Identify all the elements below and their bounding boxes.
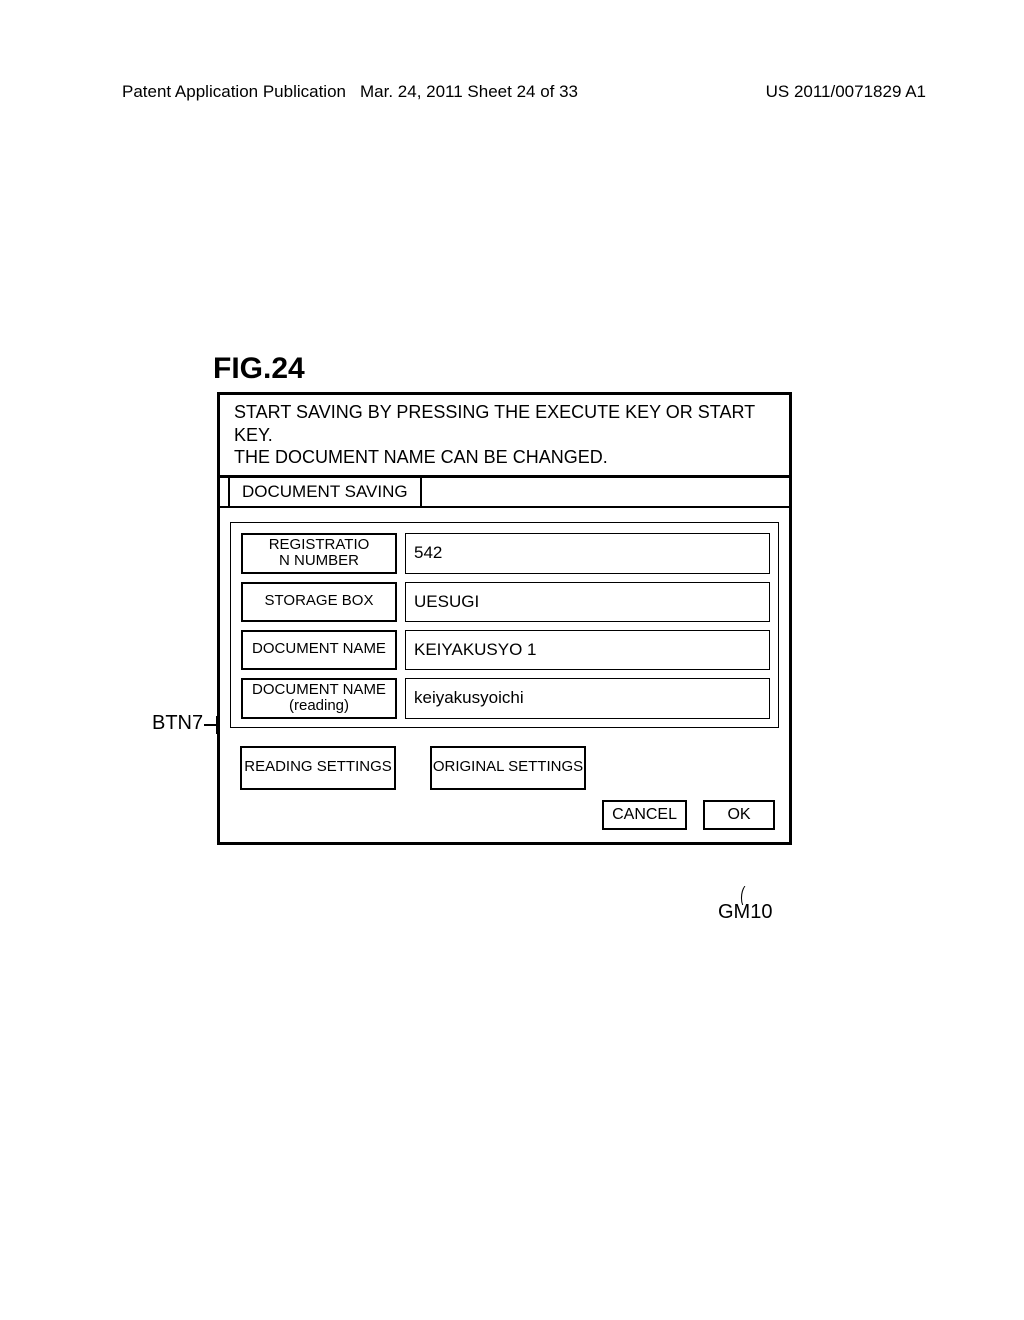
original-settings-button[interactable]: ORIGINAL SETTINGS	[430, 746, 586, 790]
figure-label: FIG.24	[213, 352, 305, 386]
document-name-button[interactable]: DOCUMENT NAME	[241, 630, 397, 670]
storage-box-value[interactable]: UESUGI	[405, 582, 770, 622]
row-document-name-reading: DOCUMENT NAME (reading) keiyakusyoichi	[241, 678, 770, 719]
row-document-name: DOCUMENT NAME KEIYAKUSYO 1	[241, 630, 770, 670]
instruction-line-2: THE DOCUMENT NAME CAN BE CHANGED.	[234, 446, 779, 469]
row-storage-box: STORAGE BOX UESUGI	[241, 582, 770, 622]
header-left: Patent Application Publication	[122, 82, 346, 102]
row-registration: REGISTRATIO N NUMBER 542	[241, 533, 770, 574]
ok-button[interactable]: OK	[703, 800, 775, 830]
document-name-reading-value[interactable]: keiyakusyoichi	[405, 678, 770, 719]
field-group: REGISTRATIO N NUMBER 542 STORAGE BOX UES…	[230, 522, 779, 728]
cancel-button[interactable]: CANCEL	[602, 800, 687, 830]
instruction-line-1: START SAVING BY PRESSING THE EXECUTE KEY…	[234, 401, 779, 446]
reading-settings-button[interactable]: READING SETTINGS	[240, 746, 396, 790]
page-header: Patent Application Publication Mar. 24, …	[0, 82, 1024, 102]
tab-bar: DOCUMENT SAVING	[220, 475, 789, 508]
dialog-body: REGISTRATIO N NUMBER 542 STORAGE BOX UES…	[220, 508, 789, 842]
action-row: CANCEL OK	[230, 800, 779, 834]
settings-row: READING SETTINGS ORIGINAL SETTINGS	[230, 746, 779, 790]
registration-number-value[interactable]: 542	[405, 533, 770, 574]
callout-gm10: GM10	[718, 901, 772, 924]
registration-number-button[interactable]: REGISTRATIO N NUMBER	[241, 533, 397, 574]
header-center: Mar. 24, 2011 Sheet 24 of 33	[360, 82, 578, 102]
header-right: US 2011/0071829 A1	[766, 82, 926, 102]
callout-btn7: BTN7	[152, 712, 203, 735]
dialog-panel: START SAVING BY PRESSING THE EXECUTE KEY…	[217, 392, 792, 845]
instruction-text: START SAVING BY PRESSING THE EXECUTE KEY…	[220, 395, 789, 475]
dialog-outer: START SAVING BY PRESSING THE EXECUTE KEY…	[217, 392, 792, 845]
tab-document-saving[interactable]: DOCUMENT SAVING	[228, 478, 422, 506]
document-name-value[interactable]: KEIYAKUSYO 1	[405, 630, 770, 670]
document-name-reading-button[interactable]: DOCUMENT NAME (reading)	[241, 678, 397, 719]
storage-box-button[interactable]: STORAGE BOX	[241, 582, 397, 622]
